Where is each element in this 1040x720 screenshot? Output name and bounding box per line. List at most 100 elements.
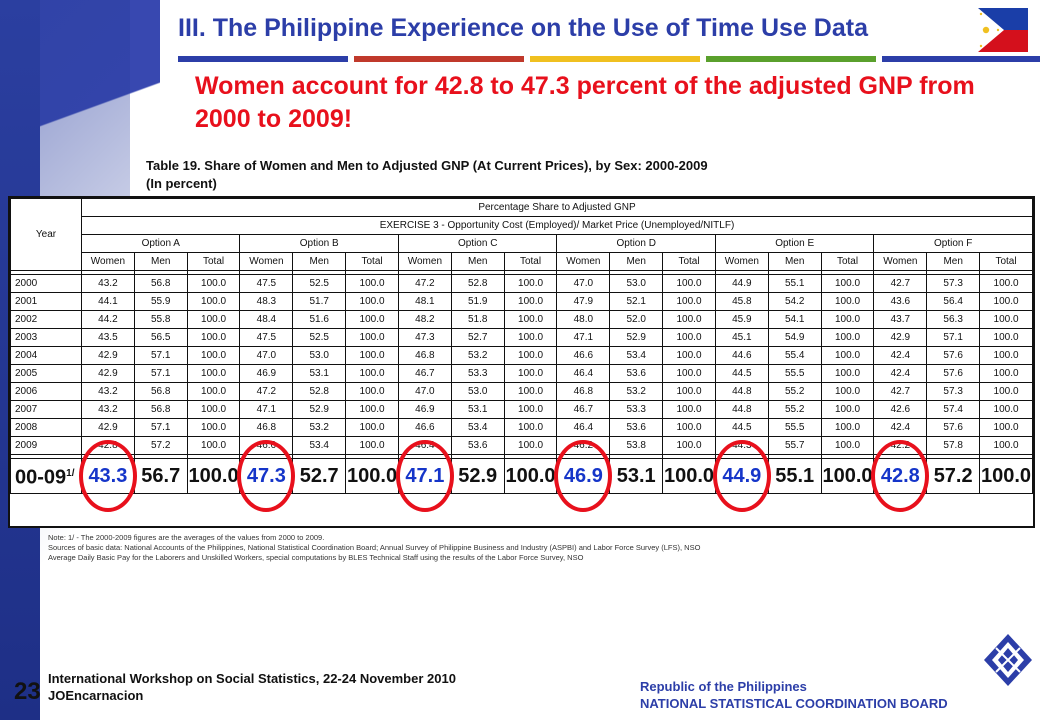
value-cell: 47.9 <box>556 292 611 311</box>
option-header: Option C <box>397 234 558 253</box>
title-color-strip <box>178 56 1040 62</box>
value-cell: 100.0 <box>503 400 558 419</box>
value-cell: 100.0 <box>186 436 241 455</box>
year-cell: 2001 <box>10 292 82 311</box>
value-cell: 53.1 <box>450 400 505 419</box>
value-cell: 55.1 <box>767 274 822 293</box>
column-header: Women <box>714 252 769 271</box>
value-cell: 55.5 <box>767 364 822 383</box>
average-value-cell: 100.0 <box>979 458 1033 494</box>
value-cell: 51.8 <box>450 310 505 329</box>
value-cell: 44.8 <box>714 382 769 401</box>
value-cell: 57.2 <box>133 436 188 455</box>
value-cell: 100.0 <box>503 310 558 329</box>
table-caption-title: Table 19. Share of Women and Men to Adju… <box>146 158 708 173</box>
value-cell: 100.0 <box>979 400 1033 419</box>
value-cell: 53.2 <box>292 418 347 437</box>
value-cell: 48.1 <box>397 292 452 311</box>
value-cell: 48.4 <box>239 310 294 329</box>
value-cell: 53.4 <box>450 418 505 437</box>
value-cell: 100.0 <box>345 364 399 383</box>
highlight-circle <box>871 440 930 512</box>
value-cell: 48.3 <box>239 292 294 311</box>
value-cell: 57.1 <box>133 418 188 437</box>
value-cell: 44.1 <box>81 292 135 311</box>
value-cell: 100.0 <box>186 310 241 329</box>
value-cell: 46.8 <box>397 346 452 365</box>
value-cell: 100.0 <box>503 346 558 365</box>
value-cell: 42.4 <box>873 346 928 365</box>
value-cell: 48.0 <box>556 310 611 329</box>
value-cell: 54.9 <box>767 328 822 347</box>
option-header: Option B <box>239 234 399 253</box>
value-cell: 52.9 <box>292 400 347 419</box>
value-cell: 53.1 <box>292 364 347 383</box>
column-header: Total <box>662 252 716 271</box>
value-cell: 42.7 <box>873 382 928 401</box>
value-cell: 53.8 <box>609 436 664 455</box>
source-line: Average Daily Basic Pay for the Laborers… <box>48 553 584 562</box>
value-cell: 44.9 <box>714 274 769 293</box>
footer-event: International Workshop on Social Statist… <box>48 670 456 704</box>
value-cell: 57.6 <box>926 364 981 383</box>
value-cell: 52.1 <box>609 292 664 311</box>
year-cell: 2005 <box>10 364 82 383</box>
column-header: Women <box>81 252 135 271</box>
value-cell: 53.2 <box>609 382 664 401</box>
column-header: Women <box>239 252 294 271</box>
value-cell: 42.4 <box>873 418 928 437</box>
column-header: Total <box>345 252 399 271</box>
value-cell: 53.0 <box>609 274 664 293</box>
value-cell: 55.7 <box>767 436 822 455</box>
value-cell: 53.6 <box>450 436 505 455</box>
value-cell: 57.4 <box>926 400 981 419</box>
value-cell: 100.0 <box>979 328 1033 347</box>
value-cell: 100.0 <box>979 364 1033 383</box>
value-cell: 100.0 <box>662 346 716 365</box>
value-cell: 100.0 <box>345 346 399 365</box>
average-value-cell: 52.9 <box>450 458 505 494</box>
value-cell: 55.2 <box>767 400 822 419</box>
year-cell: 2006 <box>10 382 82 401</box>
value-cell: 56.5 <box>133 328 188 347</box>
org-name: NATIONAL STATISTICAL COORDINATION BOARD <box>640 696 948 711</box>
value-cell: 100.0 <box>186 382 241 401</box>
value-cell: 43.7 <box>873 310 928 329</box>
value-cell: 57.1 <box>133 364 188 383</box>
value-cell: 43.6 <box>873 292 928 311</box>
value-cell: 57.8 <box>926 436 981 455</box>
value-cell: 42.9 <box>873 328 928 347</box>
slide-number: 23 <box>14 678 41 705</box>
value-cell: 100.0 <box>345 418 399 437</box>
value-cell: 43.2 <box>81 400 135 419</box>
value-cell: 100.0 <box>820 364 875 383</box>
highlight-circle <box>395 440 454 512</box>
author-name: JOEncarnacion <box>48 688 144 703</box>
value-cell: 47.5 <box>239 328 294 347</box>
value-cell: 52.8 <box>450 274 505 293</box>
value-cell: 47.2 <box>397 274 452 293</box>
table-row: 2003 43.5 56.5 100.0 47.5 52.5 100.0 47.3 52.7 10… <box>10 328 1033 347</box>
value-cell: 56.3 <box>926 310 981 329</box>
value-cell: 51.9 <box>450 292 505 311</box>
value-cell: 55.9 <box>133 292 188 311</box>
value-cell: 57.3 <box>926 274 981 293</box>
average-value-cell: 100.0 <box>345 458 399 494</box>
column-header: Men <box>767 252 822 271</box>
value-cell: 44.2 <box>81 310 135 329</box>
value-cell: 100.0 <box>503 382 558 401</box>
value-cell: 54.1 <box>767 310 822 329</box>
value-cell: 45.1 <box>714 328 769 347</box>
value-cell: 57.1 <box>133 346 188 365</box>
value-cell: 100.0 <box>503 292 558 311</box>
average-value-cell: 100.0 <box>820 458 875 494</box>
year-cell: 2003 <box>10 328 82 347</box>
value-cell: 100.0 <box>979 346 1033 365</box>
option-header: Option E <box>714 234 875 253</box>
value-cell: 57.6 <box>926 346 981 365</box>
value-cell: 100.0 <box>979 310 1033 329</box>
value-cell: 100.0 <box>979 274 1033 293</box>
value-cell: 100.0 <box>186 418 241 437</box>
value-cell: 100.0 <box>820 400 875 419</box>
table-row: 2008 42.9 57.1 100.0 46.8 53.2 100.0 46.6 53.4 10… <box>10 418 1033 437</box>
